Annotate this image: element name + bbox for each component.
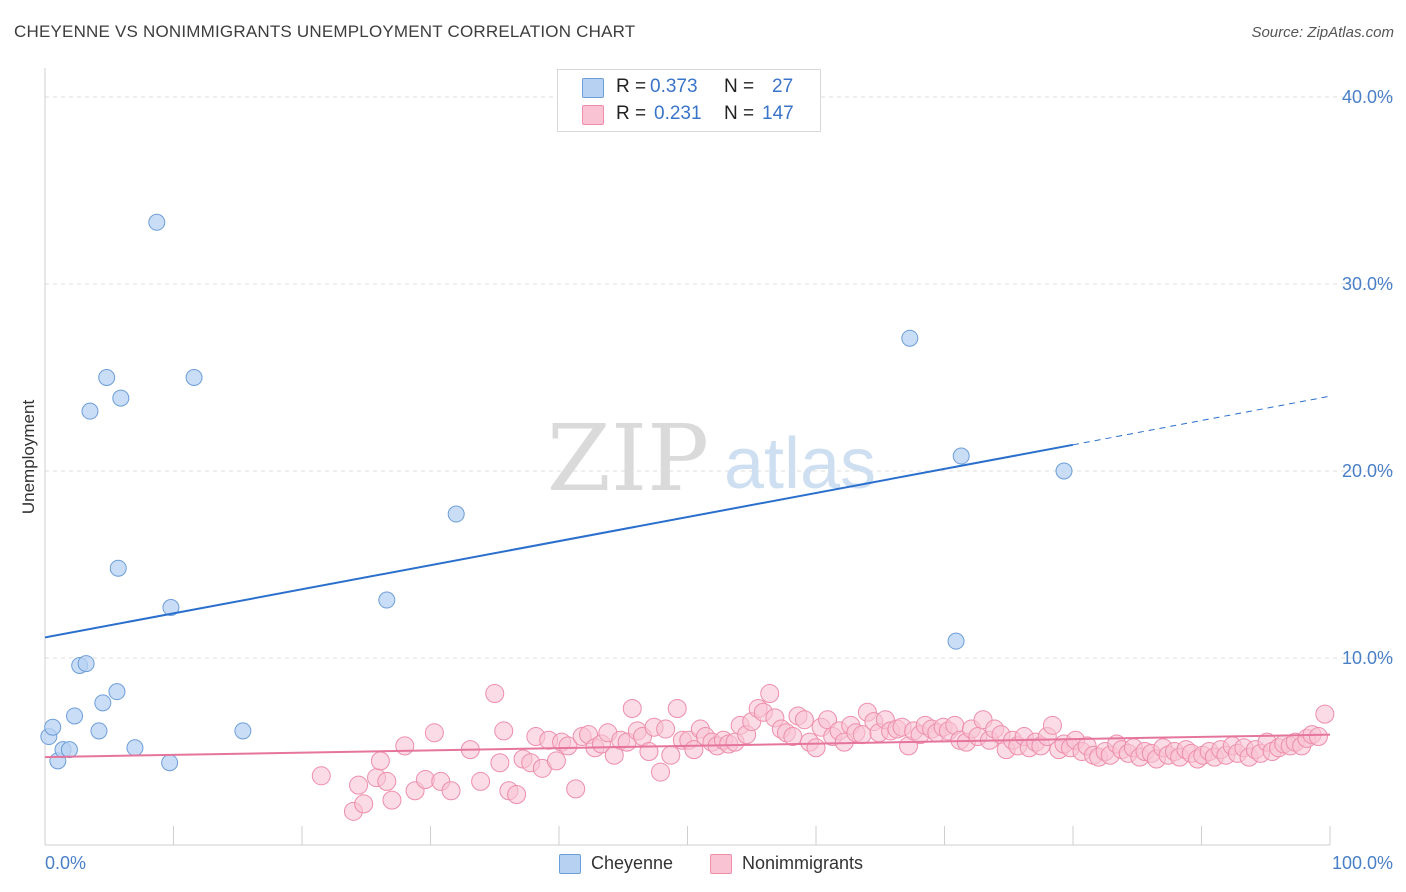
cheyenne-point — [90, 722, 108, 740]
cheyenne-point — [44, 718, 62, 736]
nonimmigrants-point — [354, 794, 374, 814]
cheyenne-point — [1055, 462, 1073, 480]
nonimmigrants-point — [370, 751, 390, 771]
watermark: ZIP atlas — [547, 405, 876, 512]
grid-lines — [45, 96, 1393, 659]
y-axis-tick-labels: 10.0% 20.0% 30.0% 40.0% — [1342, 87, 1393, 668]
n-value: 27 — [772, 76, 794, 97]
cheyenne-point — [161, 754, 179, 772]
y-tick-label: 20.0% — [1342, 461, 1393, 481]
nonimmigrants-point — [566, 779, 586, 799]
nonimmigrants-swatch — [582, 105, 604, 125]
cheyenne-point — [60, 741, 78, 759]
stats-legend: R = 0.373 N = 27 R = 0.231 N = 147 — [557, 69, 821, 132]
cheyenne-point — [94, 694, 112, 712]
cheyenne-point — [185, 369, 203, 386]
nonimmigrants-point — [424, 723, 444, 743]
cheyenne-swatch — [582, 78, 604, 98]
cheyenne-trend-extension — [1072, 395, 1331, 446]
nonimmigrants-point — [377, 771, 397, 791]
nonimmigrants-point — [760, 684, 780, 704]
nonimmigrants-point — [349, 775, 369, 795]
r-label: R = — [616, 76, 647, 97]
nonimmigrants-point — [622, 698, 642, 718]
nonimmigrants-point — [661, 745, 681, 765]
trend-lines — [44, 395, 1331, 759]
nonimmigrants-trend-line — [44, 733, 1331, 759]
cheyenne-point — [952, 447, 970, 465]
cheyenne-legend-swatch — [559, 854, 581, 874]
nonimmigrants-point — [494, 721, 514, 741]
y-tick-label: 30.0% — [1342, 274, 1393, 294]
x-axis-ticks — [44, 826, 1331, 845]
cheyenne-trend-line — [44, 443, 1074, 639]
cheyenne-point — [108, 683, 126, 701]
nonimmigrants-point — [651, 762, 671, 782]
n-value: 147 — [762, 103, 794, 124]
nonimmigrants-point — [471, 771, 491, 791]
nonimmigrants-legend-swatch — [710, 854, 732, 874]
nonimmigrants-point — [1042, 715, 1062, 735]
nonimmigrants-point — [485, 684, 505, 704]
cheyenne-point — [378, 591, 396, 609]
nonimmigrants-point — [794, 710, 814, 730]
nonimmigrants-point — [667, 698, 687, 718]
y-tick-label: 40.0% — [1342, 87, 1393, 107]
cheyenne-point — [112, 389, 130, 407]
cheyenne-point — [98, 369, 116, 386]
cheyenne-point — [148, 213, 166, 231]
x-tick-label-min: 0.0% — [45, 853, 86, 873]
nonimmigrants-point — [311, 766, 331, 786]
cheyenne-point — [109, 559, 127, 577]
cheyenne-point — [77, 655, 95, 673]
source-credit: Source: ZipAtlas.com — [1251, 24, 1394, 41]
n-label: N = — [724, 103, 755, 124]
nonimmigrants-points — [311, 684, 1335, 821]
y-axis-label: Unemployment — [19, 400, 38, 515]
nonimmigrants-point — [382, 790, 402, 810]
cheyenne-point — [162, 599, 180, 617]
cheyenne-points — [40, 213, 1073, 772]
nonimmigrants-point — [395, 736, 415, 756]
cheyenne-point — [234, 722, 252, 740]
nonimmigrants-point — [1308, 727, 1328, 747]
n-label: N = — [724, 76, 755, 97]
nonimmigrants-point — [507, 785, 527, 805]
nonimmigrants-point — [806, 738, 826, 758]
r-label: R = — [616, 103, 647, 124]
cheyenne-point — [126, 739, 144, 757]
nonimmigrants-point — [639, 742, 659, 761]
cheyenne-point — [81, 402, 99, 420]
watermark-zip: ZIP — [547, 405, 709, 512]
legend-label: Nonimmigrants — [742, 853, 864, 873]
watermark-atlas: atlas — [724, 424, 876, 504]
nonimmigrants-point — [558, 736, 578, 756]
cheyenne-point — [66, 707, 84, 725]
cheyenne-point — [901, 329, 919, 347]
nonimmigrants-point — [656, 719, 676, 739]
nonimmigrants-point — [441, 781, 461, 801]
series-legend: Cheyenne Nonimmigrants — [0, 852, 1406, 878]
nonimmigrants-point — [1315, 704, 1335, 724]
r-value: 0.231 — [654, 103, 702, 124]
x-tick-label-max: 100.0% — [1332, 853, 1393, 873]
legend-label: Cheyenne — [591, 853, 674, 873]
nonimmigrants-point — [490, 753, 510, 773]
y-tick-label: 10.0% — [1342, 648, 1393, 668]
nonimmigrants-point — [546, 751, 566, 771]
chart-title: CHEYENNE VS NONIMMIGRANTS UNEMPLOYMENT C… — [14, 22, 636, 41]
r-value: 0.373 — [650, 76, 698, 97]
nonimmigrants-point — [783, 727, 803, 747]
cheyenne-point — [947, 632, 965, 650]
cheyenne-point — [447, 505, 465, 523]
